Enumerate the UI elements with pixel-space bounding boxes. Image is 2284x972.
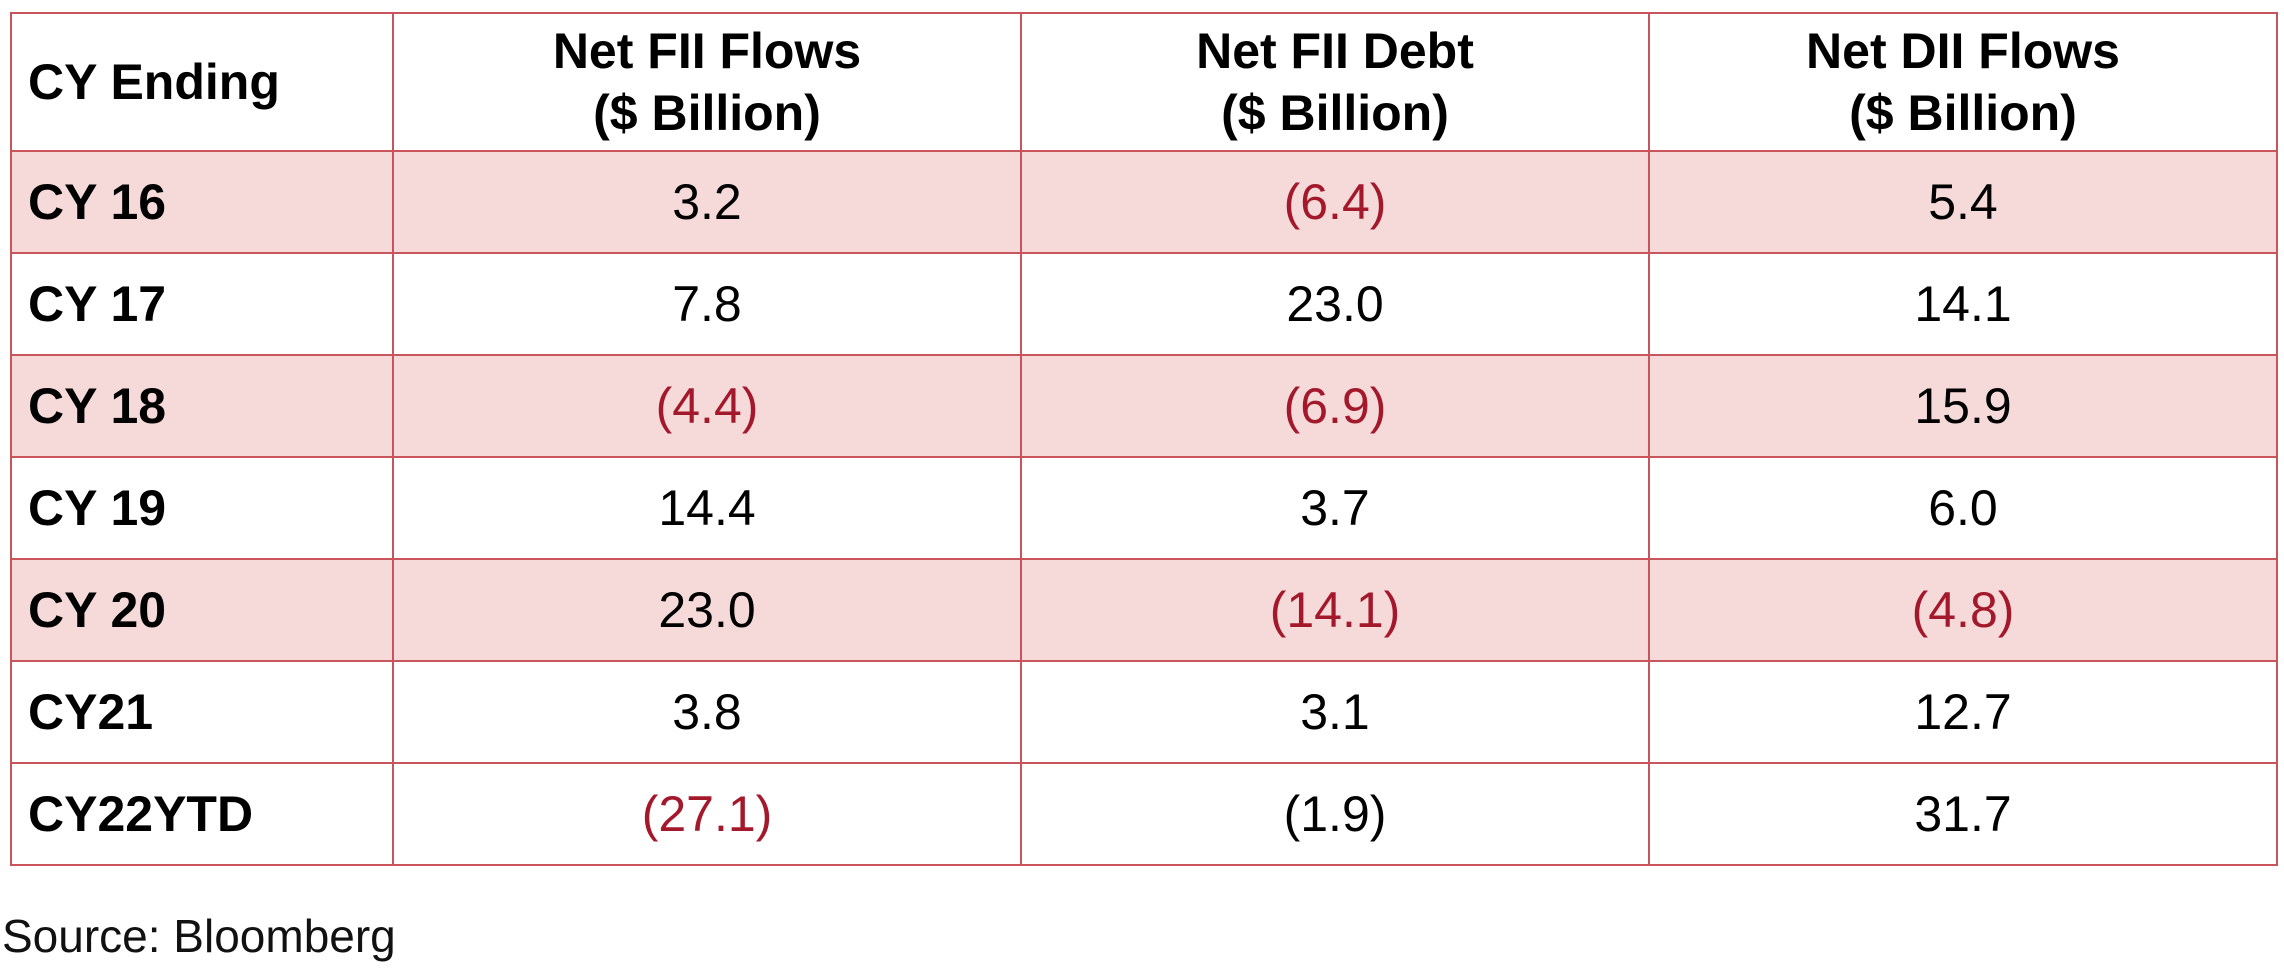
cell-net-fii-flows: 7.8 bbox=[392, 252, 1022, 356]
cell-net-dii-flows: 15.9 bbox=[1648, 354, 2278, 458]
table-row: CY22YTD (27.1) (1.9) 31.7 bbox=[10, 762, 2278, 866]
header-cy-ending-label: CY Ending bbox=[28, 54, 280, 110]
cell-net-fii-debt: (6.9) bbox=[1020, 354, 1650, 458]
cell-net-dii-flows: 5.4 bbox=[1648, 150, 2278, 254]
header-cy-ending: CY Ending bbox=[10, 12, 394, 152]
header-row: CY Ending Net FII Flows ($ Billion) Net F… bbox=[10, 12, 2278, 152]
cell-net-dii-flows: 14.1 bbox=[1648, 252, 2278, 356]
header-net-fii-flows: Net FII Flows ($ Billion) bbox=[392, 12, 1022, 152]
cell-net-fii-flows: 3.8 bbox=[392, 660, 1022, 764]
cell-net-fii-flows: 3.2 bbox=[392, 150, 1022, 254]
row-label: CY 17 bbox=[10, 252, 394, 356]
row-label: CY 20 bbox=[10, 558, 394, 662]
table-row: CY 20 23.0 (14.1) (4.8) bbox=[10, 558, 2278, 662]
cell-net-fii-debt: 3.1 bbox=[1020, 660, 1650, 764]
cell-net-fii-debt: 23.0 bbox=[1020, 252, 1650, 356]
header-net-dii-flows-title: Net DII Flows bbox=[1806, 23, 2120, 79]
row-label: CY21 bbox=[10, 660, 394, 764]
table-row: CY 17 7.8 23.0 14.1 bbox=[10, 252, 2278, 356]
header-net-fii-flows-unit: ($ Billion) bbox=[593, 85, 821, 141]
cell-net-dii-flows: (4.8) bbox=[1648, 558, 2278, 662]
cell-net-fii-debt: 3.7 bbox=[1020, 456, 1650, 560]
header-net-fii-flows-title: Net FII Flows bbox=[552, 23, 862, 79]
header-net-dii-flows: Net DII Flows ($ Billion) bbox=[1648, 12, 2278, 152]
cell-net-fii-debt: (1.9) bbox=[1020, 762, 1650, 866]
cell-net-fii-debt: (6.4) bbox=[1020, 150, 1650, 254]
header-net-fii-debt: Net FII Debt ($ Billion) bbox=[1020, 12, 1650, 152]
cell-net-fii-flows: (4.4) bbox=[392, 354, 1022, 458]
header-net-dii-flows-unit: ($ Billion) bbox=[1849, 85, 2077, 141]
header-net-fii-debt-unit: ($ Billion) bbox=[1221, 85, 1449, 141]
cell-net-dii-flows: 6.0 bbox=[1648, 456, 2278, 560]
table-row: CY 19 14.4 3.7 6.0 bbox=[10, 456, 2278, 560]
flows-table: CY Ending Net FII Flows ($ Billion) Net F… bbox=[10, 12, 2278, 866]
header-net-fii-debt-title: Net FII Debt bbox=[1196, 23, 1474, 79]
table-row: CY21 3.8 3.1 12.7 bbox=[10, 660, 2278, 764]
cell-net-fii-flows: (27.1) bbox=[392, 762, 1022, 866]
table-body: CY 16 3.2 (6.4) 5.4 CY 17 7.8 23.0 14.1 … bbox=[10, 150, 2278, 866]
source-note: Source: Bloomberg bbox=[2, 910, 396, 962]
row-label: CY 16 bbox=[10, 150, 394, 254]
table-row: CY 16 3.2 (6.4) 5.4 bbox=[10, 150, 2278, 254]
cell-net-dii-flows: 12.7 bbox=[1648, 660, 2278, 764]
cell-net-fii-flows: 14.4 bbox=[392, 456, 1022, 560]
cell-net-dii-flows: 31.7 bbox=[1648, 762, 2278, 866]
row-label: CY 18 bbox=[10, 354, 394, 458]
table-row: CY 18 (4.4) (6.9) 15.9 bbox=[10, 354, 2278, 458]
cell-net-fii-flows: 23.0 bbox=[392, 558, 1022, 662]
row-label: CY22YTD bbox=[10, 762, 394, 866]
row-label: CY 19 bbox=[10, 456, 394, 560]
cell-net-fii-debt: (14.1) bbox=[1020, 558, 1650, 662]
